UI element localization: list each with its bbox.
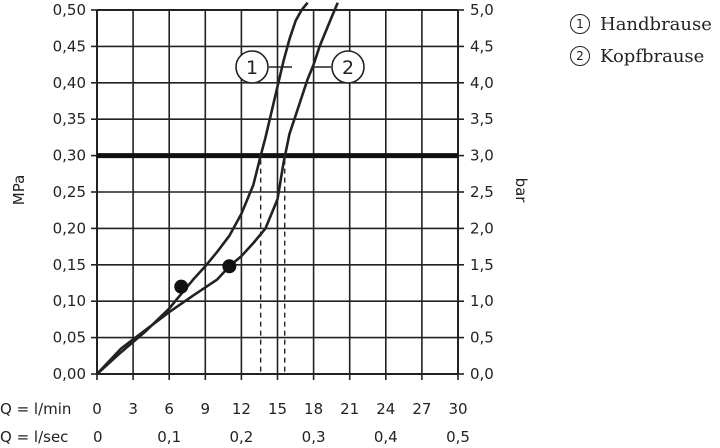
x-sec-tick-label: 0,4 xyxy=(374,428,398,446)
left-tick-label: 0,25 xyxy=(53,183,86,201)
x-min-tick-label: 0 xyxy=(92,400,102,418)
x-min-tick-label: 27 xyxy=(412,400,431,418)
right-tick-label: 5,0 xyxy=(470,1,494,19)
series-line-2 xyxy=(96,2,339,375)
callout-label-1: 1 xyxy=(246,57,258,79)
x-axis-sec-title: Q = l/sec xyxy=(0,428,68,446)
legend-item-handbrause: 1 Handbrause xyxy=(570,8,712,40)
x-min-tick-label: 18 xyxy=(304,400,323,418)
x-sec-tick-label: 0,3 xyxy=(302,428,326,446)
right-tick-label: 2,5 xyxy=(470,183,494,201)
right-tick-label: 1,0 xyxy=(470,292,494,310)
series-line-1 xyxy=(96,1,309,375)
callout-label-2: 2 xyxy=(342,57,354,79)
callout-circle-2 xyxy=(331,50,365,84)
x-min-tick-label: 12 xyxy=(232,400,251,418)
legend-marker-1: 1 xyxy=(570,14,590,34)
x-sec-tick-label: 0,1 xyxy=(157,428,181,446)
x-sec-tick-label: 0,5 xyxy=(446,428,470,446)
x-min-tick-label: 24 xyxy=(376,400,395,418)
right-tick-label: 3,5 xyxy=(470,110,494,128)
x-axis-min-title: Q = l/min xyxy=(0,400,71,418)
right-axis-title: bar xyxy=(512,178,530,204)
left-tick-label: 0,00 xyxy=(53,365,86,383)
series-marker-2 xyxy=(222,259,237,274)
x-sec-tick-label: 0 xyxy=(93,428,103,446)
x-min-tick-label: 3 xyxy=(128,400,138,418)
callout-circle-1 xyxy=(235,50,269,84)
right-tick-label: 4,5 xyxy=(470,37,494,55)
right-tick-label: 0,5 xyxy=(470,329,494,347)
legend: 1 Handbrause 2 Kopfbrause xyxy=(570,8,712,72)
left-tick-label: 0,05 xyxy=(53,329,86,347)
legend-label-kopfbrause: Kopfbrause xyxy=(600,45,705,67)
right-tick-label: 0,0 xyxy=(470,365,494,383)
legend-marker-2: 2 xyxy=(570,46,590,66)
x-min-tick-label: 9 xyxy=(201,400,211,418)
left-tick-label: 0,10 xyxy=(53,292,86,310)
legend-item-kopfbrause: 2 Kopfbrause xyxy=(570,40,712,72)
tick-labels: 0,000,050,100,150,200,250,300,350,400,45… xyxy=(53,1,494,446)
x-min-tick-label: 6 xyxy=(164,400,174,418)
left-tick-label: 0,20 xyxy=(53,219,86,237)
x-min-tick-label: 15 xyxy=(268,400,287,418)
x-sec-tick-label: 0,2 xyxy=(229,428,253,446)
left-axis-title: MPa xyxy=(10,175,28,206)
left-tick-label: 0,35 xyxy=(53,110,86,128)
legend-label-handbrause: Handbrause xyxy=(600,13,712,35)
left-tick-label: 0,15 xyxy=(53,256,86,274)
right-tick-label: 2,0 xyxy=(470,219,494,237)
x-min-tick-label: 21 xyxy=(340,400,359,418)
right-tick-label: 4,0 xyxy=(470,74,494,92)
left-tick-label: 0,30 xyxy=(53,147,86,165)
left-tick-label: 0,45 xyxy=(53,37,86,55)
left-tick-label: 0,50 xyxy=(53,1,86,19)
series-marker-1 xyxy=(174,279,189,294)
left-tick-label: 0,40 xyxy=(53,74,86,92)
right-tick-label: 3,0 xyxy=(470,147,494,165)
right-tick-label: 1,5 xyxy=(470,256,494,274)
x-min-tick-label: 30 xyxy=(448,400,467,418)
